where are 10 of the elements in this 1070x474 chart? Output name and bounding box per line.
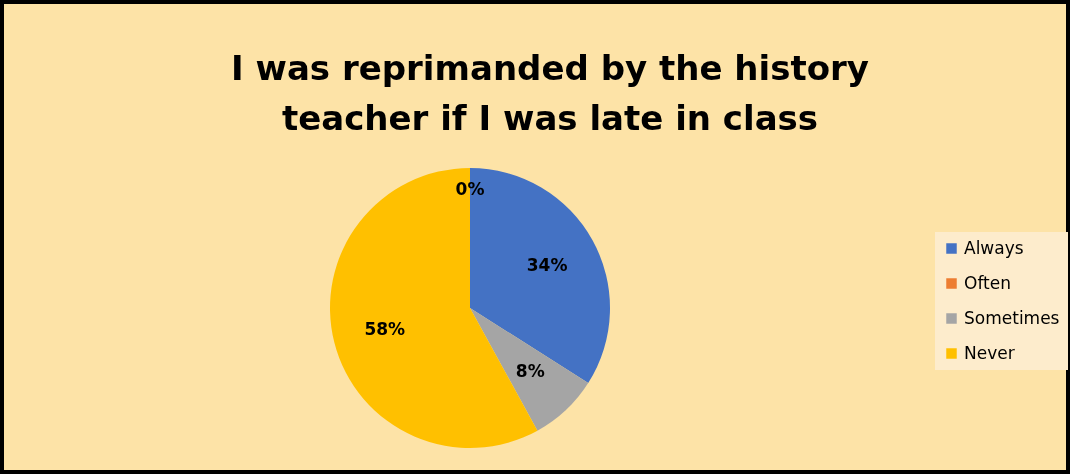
text: 0% <box>455 179 485 199</box>
legend-label: Often <box>964 272 1011 293</box>
legend-label: Always <box>964 237 1024 258</box>
legend-label: Never <box>964 342 1015 363</box>
data-label: 58% <box>364 318 406 339</box>
data-label: 8% <box>515 361 545 382</box>
pie-slice <box>470 308 589 431</box>
chart-title: I was reprimanded by the history teacher if I was late in class <box>231 48 869 138</box>
legend-label: Sometimes <box>964 307 1060 328</box>
data-label: 34% <box>526 254 568 275</box>
